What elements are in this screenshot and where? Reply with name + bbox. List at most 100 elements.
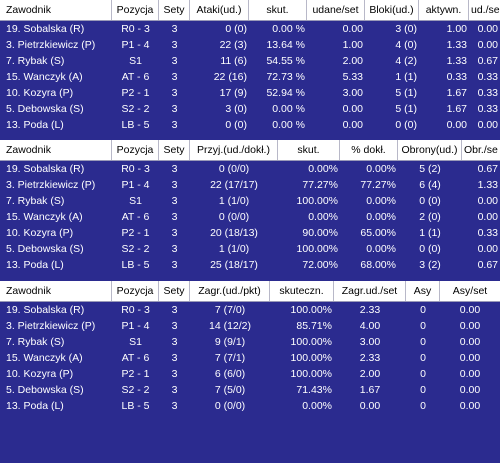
col-header-aces[interactable]: Asy xyxy=(406,281,440,301)
col-header-sets[interactable]: Sety xyxy=(159,0,190,20)
col-header-position[interactable]: Pozycja xyxy=(112,0,159,20)
reception-eff-value: 0.00% xyxy=(308,211,338,223)
player-position: P2 - 1 xyxy=(121,227,150,239)
player-name: 10. Kozyra (P) xyxy=(6,227,74,239)
col-header-attack-per-set[interactable]: udane/set xyxy=(307,0,365,20)
col-header-player[interactable]: Zawodnik xyxy=(0,0,112,20)
player-name: 13. Poda (L) xyxy=(6,119,64,131)
defense-value: 2 (0) xyxy=(419,211,441,223)
serves-per-set-value: 0.00 xyxy=(359,400,381,412)
block-activity-value: 1.33 xyxy=(446,39,467,51)
table-row[interactable]: 10. Kozyra (P) P2 - 1 3 20 (18/13) 90.00… xyxy=(0,225,500,241)
table-row[interactable]: 7. Rybak (S) S1 3 9 (9/1) 100.00% 3.00 0… xyxy=(0,334,500,350)
attacks-value: 0 (0) xyxy=(225,23,247,35)
col-header-sets[interactable]: Sety xyxy=(159,140,190,160)
serve-table: Zawodnik Pozycja Sety Zagr.(ud./pkt) sku… xyxy=(0,281,500,414)
accuracy-value: 0.00% xyxy=(366,211,396,223)
attack-per-set-value: 0.00 xyxy=(342,23,363,35)
table-row[interactable]: 19. Sobalska (R) R0 - 3 3 0 (0) 0.00 % 0… xyxy=(0,21,500,37)
aces-per-set-value: 0.00 xyxy=(459,336,481,348)
serve-eff-value: 0.00% xyxy=(302,400,332,412)
col-header-reception[interactable]: Przyj.(ud./dokł.) xyxy=(190,140,278,160)
accuracy-value: 0.00% xyxy=(366,163,396,175)
defense-value: 0 (0) xyxy=(419,195,441,207)
col-header-attack-eff[interactable]: skut. xyxy=(249,0,307,20)
serves-per-set-value: 3.00 xyxy=(359,336,381,348)
serve-eff-value: 100.00% xyxy=(290,368,332,380)
col-header-blocks-per-set[interactable]: ud./se xyxy=(471,4,500,16)
table-row[interactable]: 10. Kozyra (P) P2 - 1 3 6 (6/0) 100.00% … xyxy=(0,366,500,382)
table-row[interactable]: 7. Rybak (S) S1 3 11 (6) 54.55 % 2.00 4 … xyxy=(0,53,500,69)
sets-played: 3 xyxy=(171,179,178,191)
col-header-defense-per-set[interactable]: Obr./se xyxy=(464,144,498,156)
col-header-reception-eff[interactable]: skut. xyxy=(278,140,340,160)
col-header-attacks[interactable]: Ataki(ud.) xyxy=(190,0,249,20)
table-row[interactable]: 5. Debowska (S) S2 - 2 3 3 (0) 0.00 % 0.… xyxy=(0,101,500,117)
col-header-serve-eff[interactable]: skuteczn. xyxy=(270,281,334,301)
col-header-aces-per-set[interactable]: Asy/set xyxy=(452,285,488,297)
table-row[interactable]: 7. Rybak (S) S1 3 1 (1/0) 100.00% 0.00% … xyxy=(0,193,500,209)
col-header-sets[interactable]: Sety xyxy=(159,281,190,301)
table-row[interactable]: 13. Poda (L) LB - 5 3 0 (0/0) 0.00% 0.00… xyxy=(0,398,500,414)
table-row[interactable]: 19. Sobalska (R) R0 - 3 3 7 (7/0) 100.00… xyxy=(0,302,500,318)
player-position: S2 - 2 xyxy=(121,243,150,255)
player-name: 7. Rybak (S) xyxy=(6,195,65,207)
player-name: 19. Sobalska (R) xyxy=(6,304,85,316)
aces-per-set-value: 0.00 xyxy=(459,400,481,412)
table-row[interactable]: 15. Wanczyk (A) AT - 6 3 0 (0/0) 0.00% 0… xyxy=(0,209,500,225)
player-name: 13. Poda (L) xyxy=(6,400,64,412)
col-header-player[interactable]: Zawodnik xyxy=(0,281,112,301)
blocks-value: 5 (1) xyxy=(395,87,417,99)
block-activity-value: 1.00 xyxy=(446,23,467,35)
col-header-block-activity[interactable]: aktywn. xyxy=(419,0,469,20)
sets-played: 3 xyxy=(171,103,178,115)
blocks-value: 4 (2) xyxy=(395,55,417,67)
player-name: 5. Debowska (S) xyxy=(6,103,84,115)
reception-value: 22 (17/17) xyxy=(210,179,258,191)
blocks-value: 4 (0) xyxy=(395,39,417,51)
accuracy-value: 68.00% xyxy=(360,259,396,271)
attack-eff-value: 13.64 % xyxy=(266,39,305,51)
col-header-serves[interactable]: Zagr.(ud./pkt) xyxy=(190,281,270,301)
reception-value: 0 (0/0) xyxy=(218,163,250,175)
sets-played: 3 xyxy=(171,39,178,51)
reception-eff-value: 77.27% xyxy=(302,179,338,191)
table-row[interactable]: 10. Kozyra (P) P2 - 1 3 17 (9) 52.94 % 3… xyxy=(0,85,500,101)
table-row[interactable]: 3. Pietrzkiewicz (P) P1 - 4 3 22 (3) 13.… xyxy=(0,37,500,53)
reception-defense-body: 19. Sobalska (R) R0 - 3 3 0 (0/0) 0.00% … xyxy=(0,161,500,273)
player-position: S2 - 2 xyxy=(121,384,150,396)
blocks-per-set-value: 0.00 xyxy=(477,39,498,51)
sets-played: 3 xyxy=(171,259,178,271)
col-header-position[interactable]: Pozycja xyxy=(112,140,159,160)
table-row[interactable]: 5. Debowska (S) S2 - 2 3 1 (1/0) 100.00%… xyxy=(0,241,500,257)
serves-value: 7 (7/0) xyxy=(214,304,246,316)
table-row[interactable]: 19. Sobalska (R) R0 - 3 3 0 (0/0) 0.00% … xyxy=(0,161,500,177)
col-header-position[interactable]: Pozycja xyxy=(112,281,159,301)
col-header-serves-per-set[interactable]: Zagr.ud./set xyxy=(334,281,406,301)
serves-value: 6 (6/0) xyxy=(214,368,246,380)
col-header-blocks[interactable]: Bloki(ud.) xyxy=(365,0,419,20)
col-header-player[interactable]: Zawodnik xyxy=(0,140,112,160)
attack-per-set-value: 0.00 xyxy=(342,119,363,131)
table-row[interactable]: 5. Debowska (S) S2 - 2 3 7 (5/0) 71.43% … xyxy=(0,382,500,398)
player-position: P1 - 4 xyxy=(121,179,150,191)
table-row[interactable]: 3. Pietrzkiewicz (P) P1 - 4 3 14 (12/2) … xyxy=(0,318,500,334)
block-activity-value: 0.33 xyxy=(446,71,467,83)
sets-played: 3 xyxy=(171,304,178,316)
table-row[interactable]: 13. Poda (L) LB - 5 3 25 (18/17) 72.00% … xyxy=(0,257,500,273)
table-row[interactable]: 3. Pietrzkiewicz (P) P1 - 4 3 22 (17/17)… xyxy=(0,177,500,193)
col-header-defense[interactable]: Obrony(ud.) xyxy=(398,140,462,160)
sets-played: 3 xyxy=(171,227,178,239)
player-position: P1 - 4 xyxy=(121,39,150,51)
player-position: LB - 5 xyxy=(121,259,150,271)
serves-value: 9 (9/1) xyxy=(214,336,246,348)
col-header-accuracy[interactable]: % dokł. xyxy=(340,140,398,160)
table-row[interactable]: 15. Wanczyk (A) AT - 6 3 22 (16) 72.73 %… xyxy=(0,69,500,85)
attack-per-set-value: 5.33 xyxy=(342,71,363,83)
sets-played: 3 xyxy=(171,320,178,332)
reception-value: 1 (1/0) xyxy=(218,243,250,255)
reception-eff-value: 0.00% xyxy=(308,163,338,175)
table-row[interactable]: 13. Poda (L) LB - 5 3 0 (0) 0.00 % 0.00 … xyxy=(0,117,500,133)
table-row[interactable]: 15. Wanczyk (A) AT - 6 3 7 (7/1) 100.00%… xyxy=(0,350,500,366)
defense-value: 0 (0) xyxy=(419,243,441,255)
